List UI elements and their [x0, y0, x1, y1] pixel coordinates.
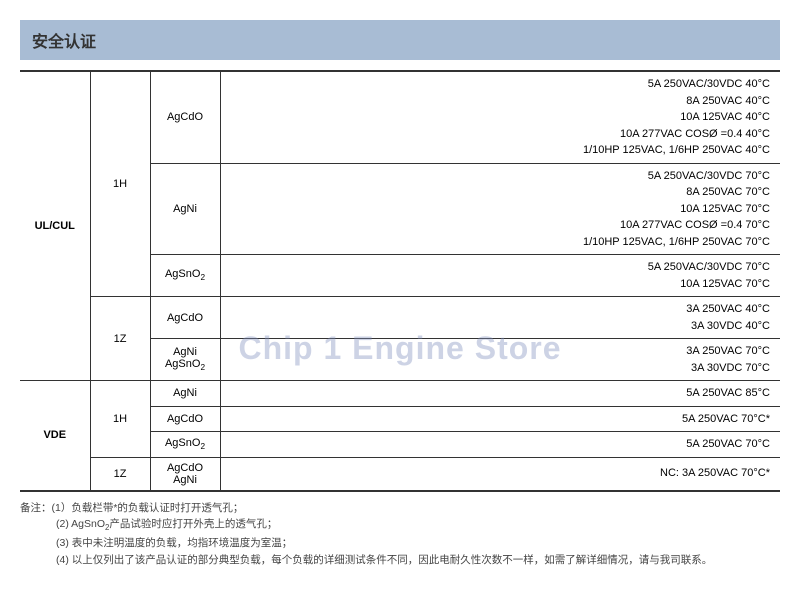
- note-item: (2) AgSnO2产品试验时应打开外壳上的透气孔；: [56, 516, 780, 535]
- note-item: (1）负载栏带*的负载认证时打开透气孔；: [52, 502, 244, 514]
- material-cell: AgSnO2: [150, 432, 220, 458]
- material-cell: AgCdO: [150, 297, 220, 339]
- rating-cell: 5A 250VAC 85°C: [220, 381, 780, 407]
- note-item: (4) 以上仅列出了该产品认证的部分典型负载，每个负载的详细测试条件不同，因此电…: [56, 552, 780, 569]
- rating-cell: 5A 250VAC/30VDC 70°C10A 125VAC 70°C: [220, 255, 780, 297]
- certification-table: UL/CUL 1H AgCdO 5A 250VAC/30VDC 40°C8A 2…: [20, 70, 780, 492]
- notes-label: 备注：: [20, 500, 52, 517]
- cert-ulcul: UL/CUL: [20, 71, 90, 381]
- material-cell: AgCdOAgNi: [150, 457, 220, 491]
- rating-cell: 5A 250VAC/30VDC 70°C8A 250VAC 70°C10A 12…: [220, 163, 780, 255]
- rating-cell: 5A 250VAC 70°C: [220, 432, 780, 458]
- rating-cell: 3A 250VAC 40°C3A 30VDC 40°C: [220, 297, 780, 339]
- material-cell: AgCdO: [150, 406, 220, 432]
- section-header: 安全认证: [20, 20, 780, 60]
- table-row: UL/CUL 1H AgCdO 5A 250VAC/30VDC 40°C8A 2…: [20, 71, 780, 163]
- material-cell: AgNiAgSnO2: [150, 339, 220, 381]
- material-cell: AgNi: [150, 381, 220, 407]
- rating-cell: 5A 250VAC 70°C*: [220, 406, 780, 432]
- material-cell: AgNi: [150, 163, 220, 255]
- table-row: 1Z AgCdOAgNi NC: 3A 250VAC 70°C*: [20, 457, 780, 491]
- notes-block: 备注：(1）负载栏带*的负载认证时打开透气孔； (2) AgSnO2产品试验时应…: [20, 500, 780, 569]
- type-1z: 1Z: [90, 457, 150, 491]
- table-row: 1Z AgCdO 3A 250VAC 40°C3A 30VDC 40°C: [20, 297, 780, 339]
- rating-cell: 5A 250VAC/30VDC 40°C8A 250VAC 40°C10A 12…: [220, 71, 780, 163]
- material-cell: AgSnO2: [150, 255, 220, 297]
- type-1h: 1H: [90, 381, 150, 458]
- material-cell: AgCdO: [150, 71, 220, 163]
- rating-cell: 3A 250VAC 70°C3A 30VDC 70°C: [220, 339, 780, 381]
- rating-cell: NC: 3A 250VAC 70°C*: [220, 457, 780, 491]
- cert-vde: VDE: [20, 381, 90, 491]
- type-1z: 1Z: [90, 297, 150, 381]
- type-1h: 1H: [90, 71, 150, 297]
- table-row: VDE 1H AgNi 5A 250VAC 85°C: [20, 381, 780, 407]
- note-item: (3) 表中未注明温度的负载，均指环境温度为室温；: [56, 535, 780, 552]
